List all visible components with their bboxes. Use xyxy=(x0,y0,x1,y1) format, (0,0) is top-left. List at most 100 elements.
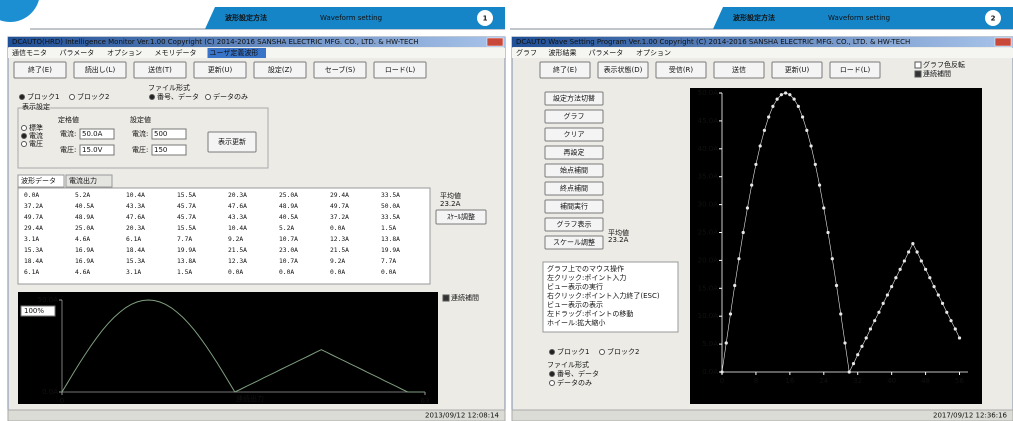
radio[interactable] xyxy=(550,350,555,355)
x-tick-label: 16 xyxy=(785,377,794,385)
data-point xyxy=(822,206,825,209)
radio-label: 番号、データ xyxy=(157,92,199,101)
radio[interactable] xyxy=(22,126,27,131)
table-cell: 15.3A xyxy=(24,247,43,254)
toolbar-button-label: 送信 xyxy=(732,65,746,74)
data-point xyxy=(750,183,753,186)
field-value: 50.0A xyxy=(82,130,103,138)
checkbox[interactable] xyxy=(915,71,921,77)
tab-label: 電流出力 xyxy=(69,176,97,185)
menu-item: グラフ xyxy=(516,48,537,57)
table-cell: 43.3A xyxy=(126,203,145,210)
side-button-label: スケール調整 xyxy=(553,238,595,247)
table-cell: 16.9A xyxy=(75,258,94,265)
toolbar-button-label: 読出し(L) xyxy=(85,65,116,74)
data-point xyxy=(877,311,880,314)
data-point xyxy=(763,129,766,132)
group-label: 設定値 xyxy=(130,115,151,124)
data-point xyxy=(890,285,893,288)
toolbar-button-label: 設定(Z) xyxy=(268,65,293,74)
radio-label: ブロック2 xyxy=(77,92,109,101)
data-point xyxy=(814,163,817,166)
data-point xyxy=(809,144,812,147)
menu-item: パラメータ xyxy=(60,48,95,57)
header-subtitle: Waveform setting xyxy=(828,14,890,22)
table-cell: 15.3A xyxy=(126,258,145,265)
data-point xyxy=(949,319,952,322)
chart-background xyxy=(18,292,438,404)
y-tick-label: 0.0A xyxy=(702,368,718,376)
table-cell: 48.9A xyxy=(75,214,94,221)
group-label: ファイル形式 xyxy=(148,83,190,92)
checkbox-label: 連続補間 xyxy=(923,69,951,78)
data-point xyxy=(843,341,846,344)
data-point xyxy=(856,353,859,356)
y-tick-label: 15.0A xyxy=(698,284,719,292)
checkbox[interactable] xyxy=(915,62,921,68)
data-point xyxy=(742,231,745,234)
help-line: ホイール:拡大縮小 xyxy=(547,318,605,327)
menu-item: オプション xyxy=(107,49,142,57)
toolbar-button-label: セーブ(S) xyxy=(325,65,356,74)
data-point xyxy=(848,370,851,373)
y-tick-label: 30.0A xyxy=(698,201,719,209)
tab-label: 波形データ xyxy=(21,176,56,185)
x-tick-label: 56 xyxy=(955,377,964,385)
radio-label: ブロック1 xyxy=(27,92,59,101)
data-point xyxy=(860,345,863,348)
data-point xyxy=(911,242,914,245)
table-cell: 1.5A xyxy=(177,269,192,276)
toolbar-button-label: 受信(R) xyxy=(669,65,694,74)
table-cell: 12.3A xyxy=(330,236,349,243)
data-point xyxy=(839,312,842,315)
table-cell: 49.7A xyxy=(330,203,349,210)
table-cell: 40.5A xyxy=(279,214,298,221)
checkbox[interactable] xyxy=(443,295,449,301)
y-tick-label: 25.0A xyxy=(698,229,719,237)
table-cell: 18.4A xyxy=(24,258,43,265)
table-cell: 5.2A xyxy=(75,192,90,199)
radio[interactable] xyxy=(550,381,555,386)
radio[interactable] xyxy=(20,95,25,100)
close-button[interactable] xyxy=(995,38,1011,46)
radio[interactable] xyxy=(550,372,555,377)
field-value: 500 xyxy=(154,130,167,138)
radio[interactable] xyxy=(150,95,155,100)
data-point xyxy=(899,268,902,271)
window-title: DCAUTO Wave Setting Program Ver.1.00 Cop… xyxy=(516,38,910,46)
help-line: ビュー表示の表示 xyxy=(547,300,603,309)
side-button-label: 始点補間 xyxy=(560,166,588,175)
radio[interactable] xyxy=(70,95,75,100)
table-cell: 33.5A xyxy=(381,192,400,199)
radio[interactable] xyxy=(600,350,605,355)
table-cell: 0.0A xyxy=(24,192,39,199)
radio[interactable] xyxy=(22,134,27,139)
data-point xyxy=(801,115,804,118)
side-button-label: グラフ表示 xyxy=(557,220,592,229)
close-button[interactable] xyxy=(487,38,503,46)
status-text: 2017/09/12 12:36:16 xyxy=(933,412,1008,420)
y-tick-label: 10.0A xyxy=(698,312,719,320)
radio[interactable] xyxy=(22,142,27,147)
data-point xyxy=(754,163,757,166)
corner-badge xyxy=(0,0,40,22)
average-value: 23.2A xyxy=(440,200,461,208)
x-tick-label: 32 xyxy=(853,377,862,385)
average-label: 平均値 xyxy=(440,191,461,200)
data-point xyxy=(767,115,770,118)
radio[interactable] xyxy=(206,95,211,100)
radio-label: 電圧 xyxy=(29,140,43,148)
table-cell: 15.5A xyxy=(177,192,196,199)
table-cell: 20.3A xyxy=(228,192,247,199)
data-point xyxy=(882,302,885,305)
x-tick-label: 48 xyxy=(921,377,930,385)
table-cell: 4.6A xyxy=(75,236,90,243)
table-cell: 33.5A xyxy=(381,214,400,221)
data-point xyxy=(831,257,834,260)
y-tick-label: 20.0A xyxy=(698,256,719,264)
data-point xyxy=(924,268,927,271)
data-point xyxy=(916,250,919,253)
field-label: 電圧: xyxy=(132,146,148,154)
y-tick-label: 0.0A xyxy=(42,388,58,396)
table-cell: 47.6A xyxy=(126,214,145,221)
